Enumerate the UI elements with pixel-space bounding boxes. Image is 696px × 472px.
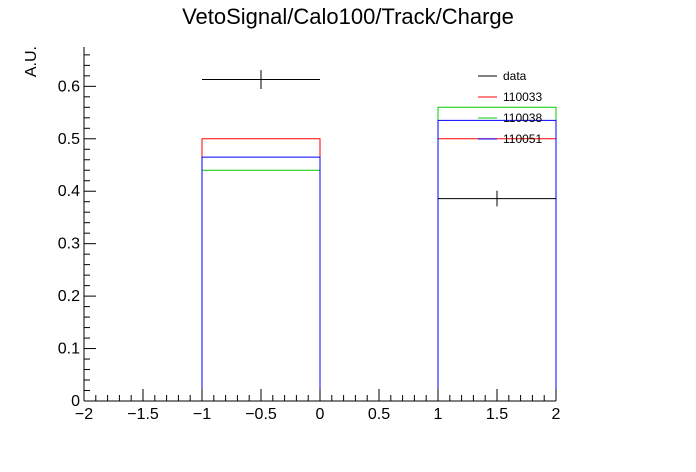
y-tick-label: 0.4 (58, 183, 80, 200)
y-tick-label: 0.1 (58, 341, 80, 358)
x-tick-label: 0 (316, 406, 325, 423)
x-tick-label: 1 (434, 406, 443, 423)
histogram-layer (84, 106, 557, 402)
x-tick-label: 0.5 (368, 406, 390, 423)
chart-title: VetoSignal/Calo100/Track/Charge (182, 4, 514, 29)
x-tick-label: 2 (552, 406, 561, 423)
legend-label: 110033 (503, 90, 542, 104)
histogram-series-110051 (84, 119, 557, 402)
y-axis-label: A.U. (23, 46, 40, 77)
y-tick-label: 0.5 (58, 131, 80, 148)
legend-label: 110051 (503, 132, 542, 146)
x-tick-label: 1.5 (486, 406, 508, 423)
x-tick-label: −2 (75, 406, 93, 423)
y-tick-label: 0 (71, 393, 80, 410)
legend-label: data (503, 69, 527, 83)
axes-layer: −2 −1.5 −1 −0.5 0 0.5 1 1.5 2 0 0.1 0.2 0.3 0.4 0.5 0.6 (58, 47, 561, 423)
x-tick-label: −1 (193, 406, 211, 423)
legend-label: 110038 (503, 111, 542, 125)
x-tick-label: −0.5 (245, 406, 277, 423)
x-tick-label: −1.5 (127, 406, 159, 423)
y-tick-label: 0.6 (58, 78, 80, 95)
y-tick-label: 0.2 (58, 288, 80, 305)
y-tick-label: 0.3 (58, 236, 80, 253)
legend: data 110033 110038 110051 (478, 69, 542, 146)
data-points-layer (202, 70, 556, 207)
